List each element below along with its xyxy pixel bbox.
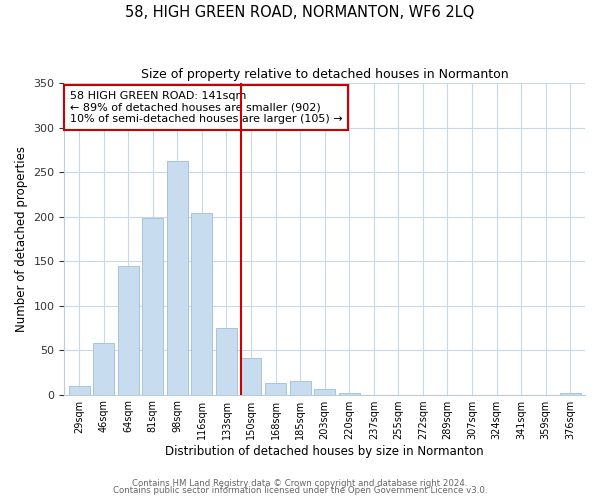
Bar [118,266,139,394]
Bar [216,328,237,394]
Text: Contains public sector information licensed under the Open Government Licence v3: Contains public sector information licen… [113,486,487,495]
X-axis label: Distribution of detached houses by size in Normanton: Distribution of detached houses by size … [166,444,484,458]
Bar [290,381,311,394]
Y-axis label: Number of detached properties: Number of detached properties [15,146,28,332]
Text: 58 HIGH GREEN ROAD: 141sqm
← 89% of detached houses are smaller (902)
10% of sem: 58 HIGH GREEN ROAD: 141sqm ← 89% of deta… [70,91,342,124]
Title: Size of property relative to detached houses in Normanton: Size of property relative to detached ho… [141,68,509,80]
Bar [314,389,335,394]
Bar [241,358,262,395]
Bar [167,162,188,394]
Text: 58, HIGH GREEN ROAD, NORMANTON, WF6 2LQ: 58, HIGH GREEN ROAD, NORMANTON, WF6 2LQ [125,5,475,20]
Bar [265,383,286,394]
Bar [191,213,212,394]
Bar [142,218,163,394]
Bar [560,393,581,394]
Text: Contains HM Land Registry data © Crown copyright and database right 2024.: Contains HM Land Registry data © Crown c… [132,478,468,488]
Bar [69,386,89,394]
Bar [339,393,359,394]
Bar [93,343,114,394]
